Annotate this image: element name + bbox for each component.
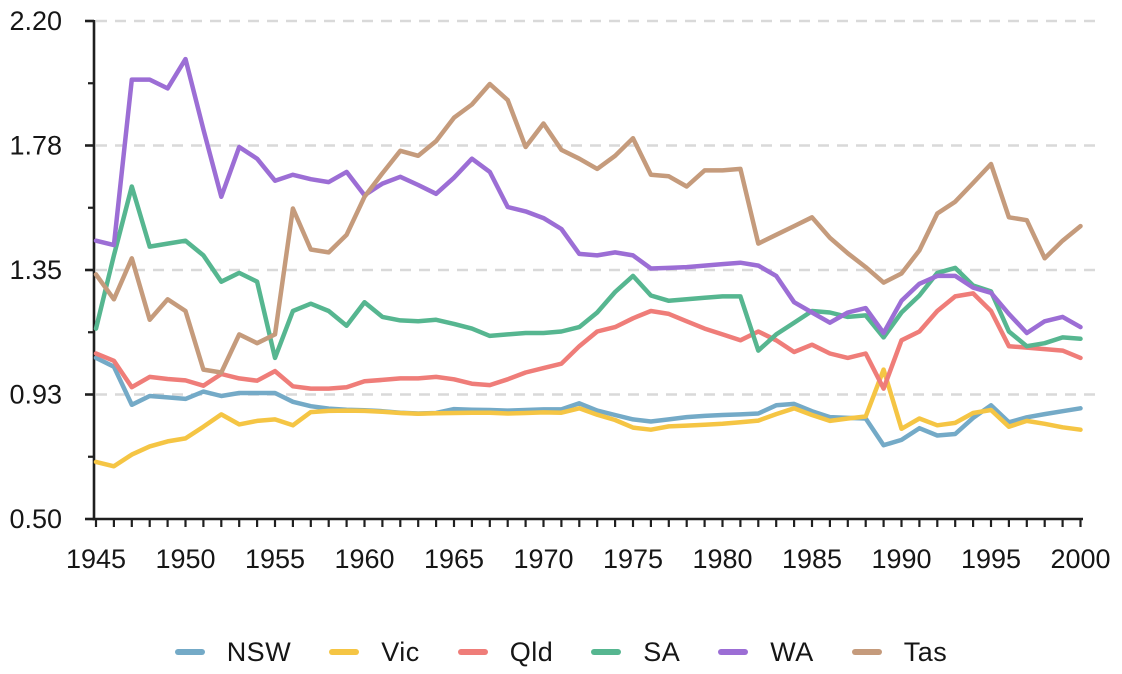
legend-label-Qld: Qld (509, 636, 554, 667)
series-line-WA (93, 56, 1083, 336)
legend-item-NSW: NSW (174, 636, 292, 668)
x-axis-tick-label: 1975 (603, 544, 663, 574)
x-axis-tick-label: 1965 (424, 544, 484, 574)
x-axis-tick-label: 2000 (1050, 544, 1110, 574)
x-axis-tick-label: 1950 (155, 544, 215, 574)
line-chart: 0.50 0.93 1.35 1.78 2.20 1945 1950 1955 1960 1965… (9, 6, 1110, 574)
legend-label-Tas: Tas (903, 636, 948, 667)
chart-legend: NSW Vic Qld SA WA Tas (0, 632, 1122, 672)
legend-swatch-WA (718, 649, 749, 655)
legend-label-NSW: NSW (226, 636, 292, 667)
series-line-Tas (93, 81, 1083, 375)
x-axis-tick-label: 1955 (245, 544, 305, 574)
legend-label-Vic: Vic (381, 636, 420, 667)
legend-swatch-SA (591, 649, 622, 655)
legend-label-SA: SA (643, 636, 681, 667)
legend-swatch-NSW (174, 649, 205, 655)
legend-label-WA: WA (770, 636, 814, 667)
legend-item-Qld: Qld (457, 636, 554, 668)
x-axis-tick-label: 1945 (66, 544, 126, 574)
y-axis-tick-label: 0.50 (9, 504, 62, 534)
x-axis-tick-label: 1970 (513, 544, 573, 574)
y-axis-tick-label: 1.78 (9, 131, 62, 161)
legend-item-WA: WA (718, 637, 814, 668)
x-axis-tick-label: 1960 (334, 544, 394, 574)
x-axis-tick-label: 1995 (961, 544, 1021, 574)
series-line-Vic (93, 367, 1083, 469)
y-axis-tick-label: 1.35 (9, 255, 62, 285)
legend-swatch-Vic (329, 649, 360, 655)
legend-swatch-Tas (851, 649, 882, 655)
y-axis-tick-label: 0.93 (9, 380, 62, 410)
x-axis-tick-label: 1980 (692, 544, 752, 574)
series-line-Qld (93, 291, 1083, 391)
legend-swatch-Qld (457, 649, 488, 655)
legend-item-SA: SA (591, 637, 680, 668)
x-axis-tick-label: 1985 (782, 544, 842, 574)
y-axis-tick-label: 2.20 (9, 6, 62, 36)
series-line-SA (93, 184, 1083, 361)
series-line-NSW (93, 355, 1083, 448)
legend-item-Tas: Tas (851, 636, 948, 668)
legend-item-Vic: Vic (329, 637, 420, 668)
x-axis-tick-label: 1990 (871, 544, 931, 574)
